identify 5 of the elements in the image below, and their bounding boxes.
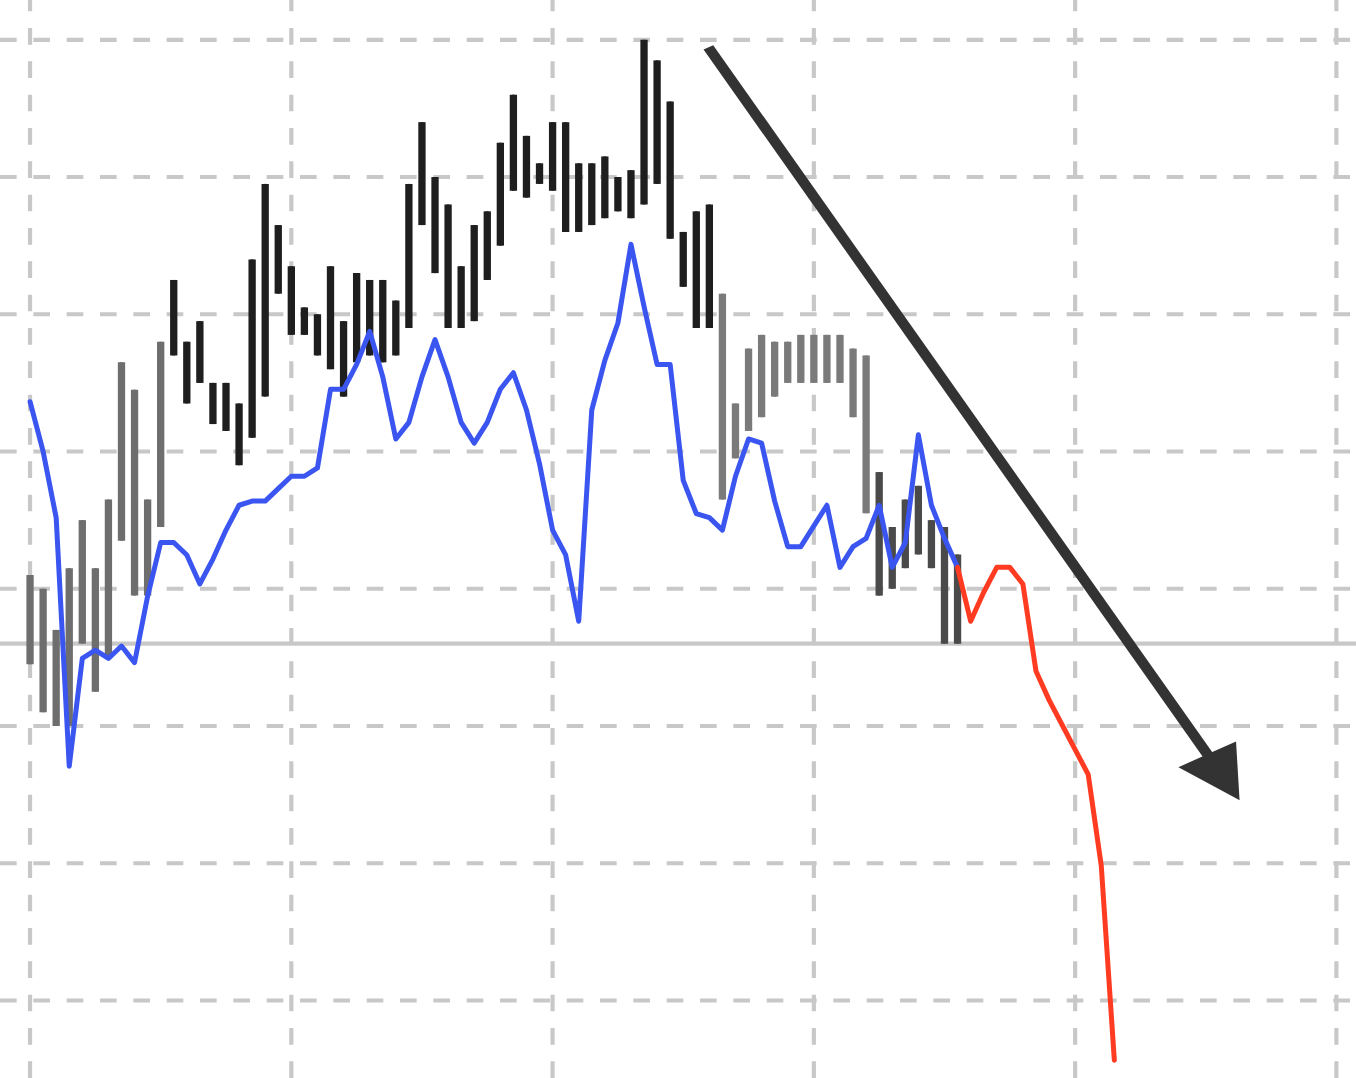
candlestick [313, 312, 322, 357]
candlestick [784, 340, 792, 385]
candlestick [300, 306, 309, 337]
candlestick [614, 175, 622, 213]
candlestick [535, 161, 544, 186]
